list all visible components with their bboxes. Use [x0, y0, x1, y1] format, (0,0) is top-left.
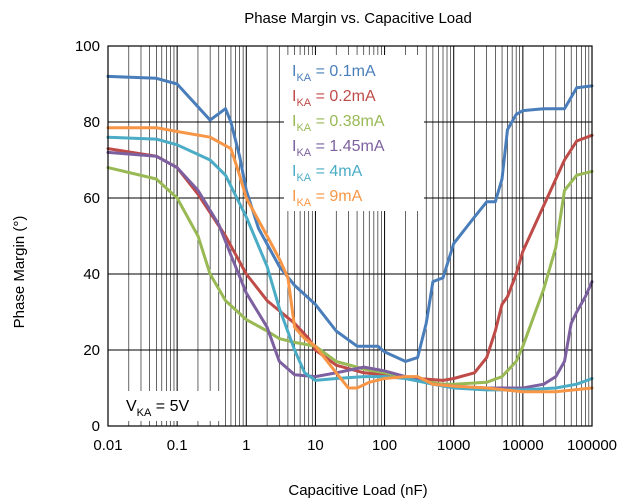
legend-entry: IKA = 1.45mA [292, 138, 385, 159]
x-ticks: 0.01 0.1 1 10 100 1000 10000 100000 [93, 437, 617, 454]
legend-label-suffix: = 0.2mA [311, 88, 376, 105]
y-axis-label: Phase Margin (°) [11, 216, 28, 329]
x-tick-label: 10 [307, 437, 324, 454]
legend-label-suffix: = 4mA [311, 163, 362, 180]
plot-frame [107, 45, 593, 427]
legend-entry: IKA = 9mA [292, 188, 363, 209]
x-tick-label: 0.1 [167, 437, 188, 454]
x-tick-label: 1000 [437, 437, 470, 454]
series-line [106, 150, 594, 390]
annotation-text: VKA = 5V [126, 398, 189, 419]
vka-annotation: VKA = 5V [120, 391, 222, 421]
legend-label-main: I [292, 88, 296, 105]
legend-label-sub: KA [296, 97, 311, 109]
legend-label-main: I [292, 113, 296, 130]
y-tick-label: 100 [75, 38, 100, 55]
y-tick-label: 40 [83, 266, 100, 283]
y-tick-label: 0 [92, 418, 100, 435]
series-line [106, 126, 594, 394]
annotation-main: V [126, 398, 137, 415]
legend-label-sub: KA [296, 147, 311, 159]
legend-entry: IKA = 4mA [292, 163, 363, 184]
legend-label-suffix: = 1.45mA [311, 138, 385, 155]
legend-label-main: I [292, 188, 296, 205]
x-tick-label: 10000 [502, 437, 544, 454]
legend-background [284, 55, 424, 211]
legend-label-sub: KA [296, 72, 311, 84]
legend-label-suffix: = 9mA [311, 188, 362, 205]
legend-entry: IKA = 0.2mA [292, 88, 376, 109]
legend-label-sub: KA [296, 197, 311, 209]
x-axis-label: Capacitive Load (nF) [288, 482, 427, 499]
y-tick-label: 20 [83, 342, 100, 359]
y-tick-label: 80 [83, 114, 100, 131]
x-tick-label: 100 [372, 437, 397, 454]
legend-entry: IKA = 0.1mA [292, 63, 376, 84]
legend-label-suffix: = 0.38mA [311, 113, 385, 130]
y-ticks: 0 20 40 60 80 100 [75, 38, 100, 435]
series-line [106, 74, 594, 363]
annotation-suffix: = 5V [151, 398, 189, 415]
legend-label-main: I [292, 138, 296, 155]
chart-title: Phase Margin vs. Capacitive Load [244, 10, 472, 27]
legend-label-suffix: = 0.1mA [311, 63, 376, 80]
x-tick-label: 0.01 [93, 437, 122, 454]
annotation-background [120, 391, 222, 421]
legend-label-sub: KA [296, 122, 311, 134]
x-tick-label: 1 [242, 437, 250, 454]
series-line [106, 166, 594, 386]
legend-label-main: I [292, 63, 296, 80]
y-tick-label: 60 [83, 190, 100, 207]
series-group [106, 74, 594, 394]
legend-label-sub: KA [296, 172, 311, 184]
legend-entry: IKA = 0.38mA [292, 113, 385, 134]
annotation-sub: KA [137, 407, 152, 419]
x-tick-label: 100000 [567, 437, 617, 454]
legend-label-main: I [292, 163, 296, 180]
